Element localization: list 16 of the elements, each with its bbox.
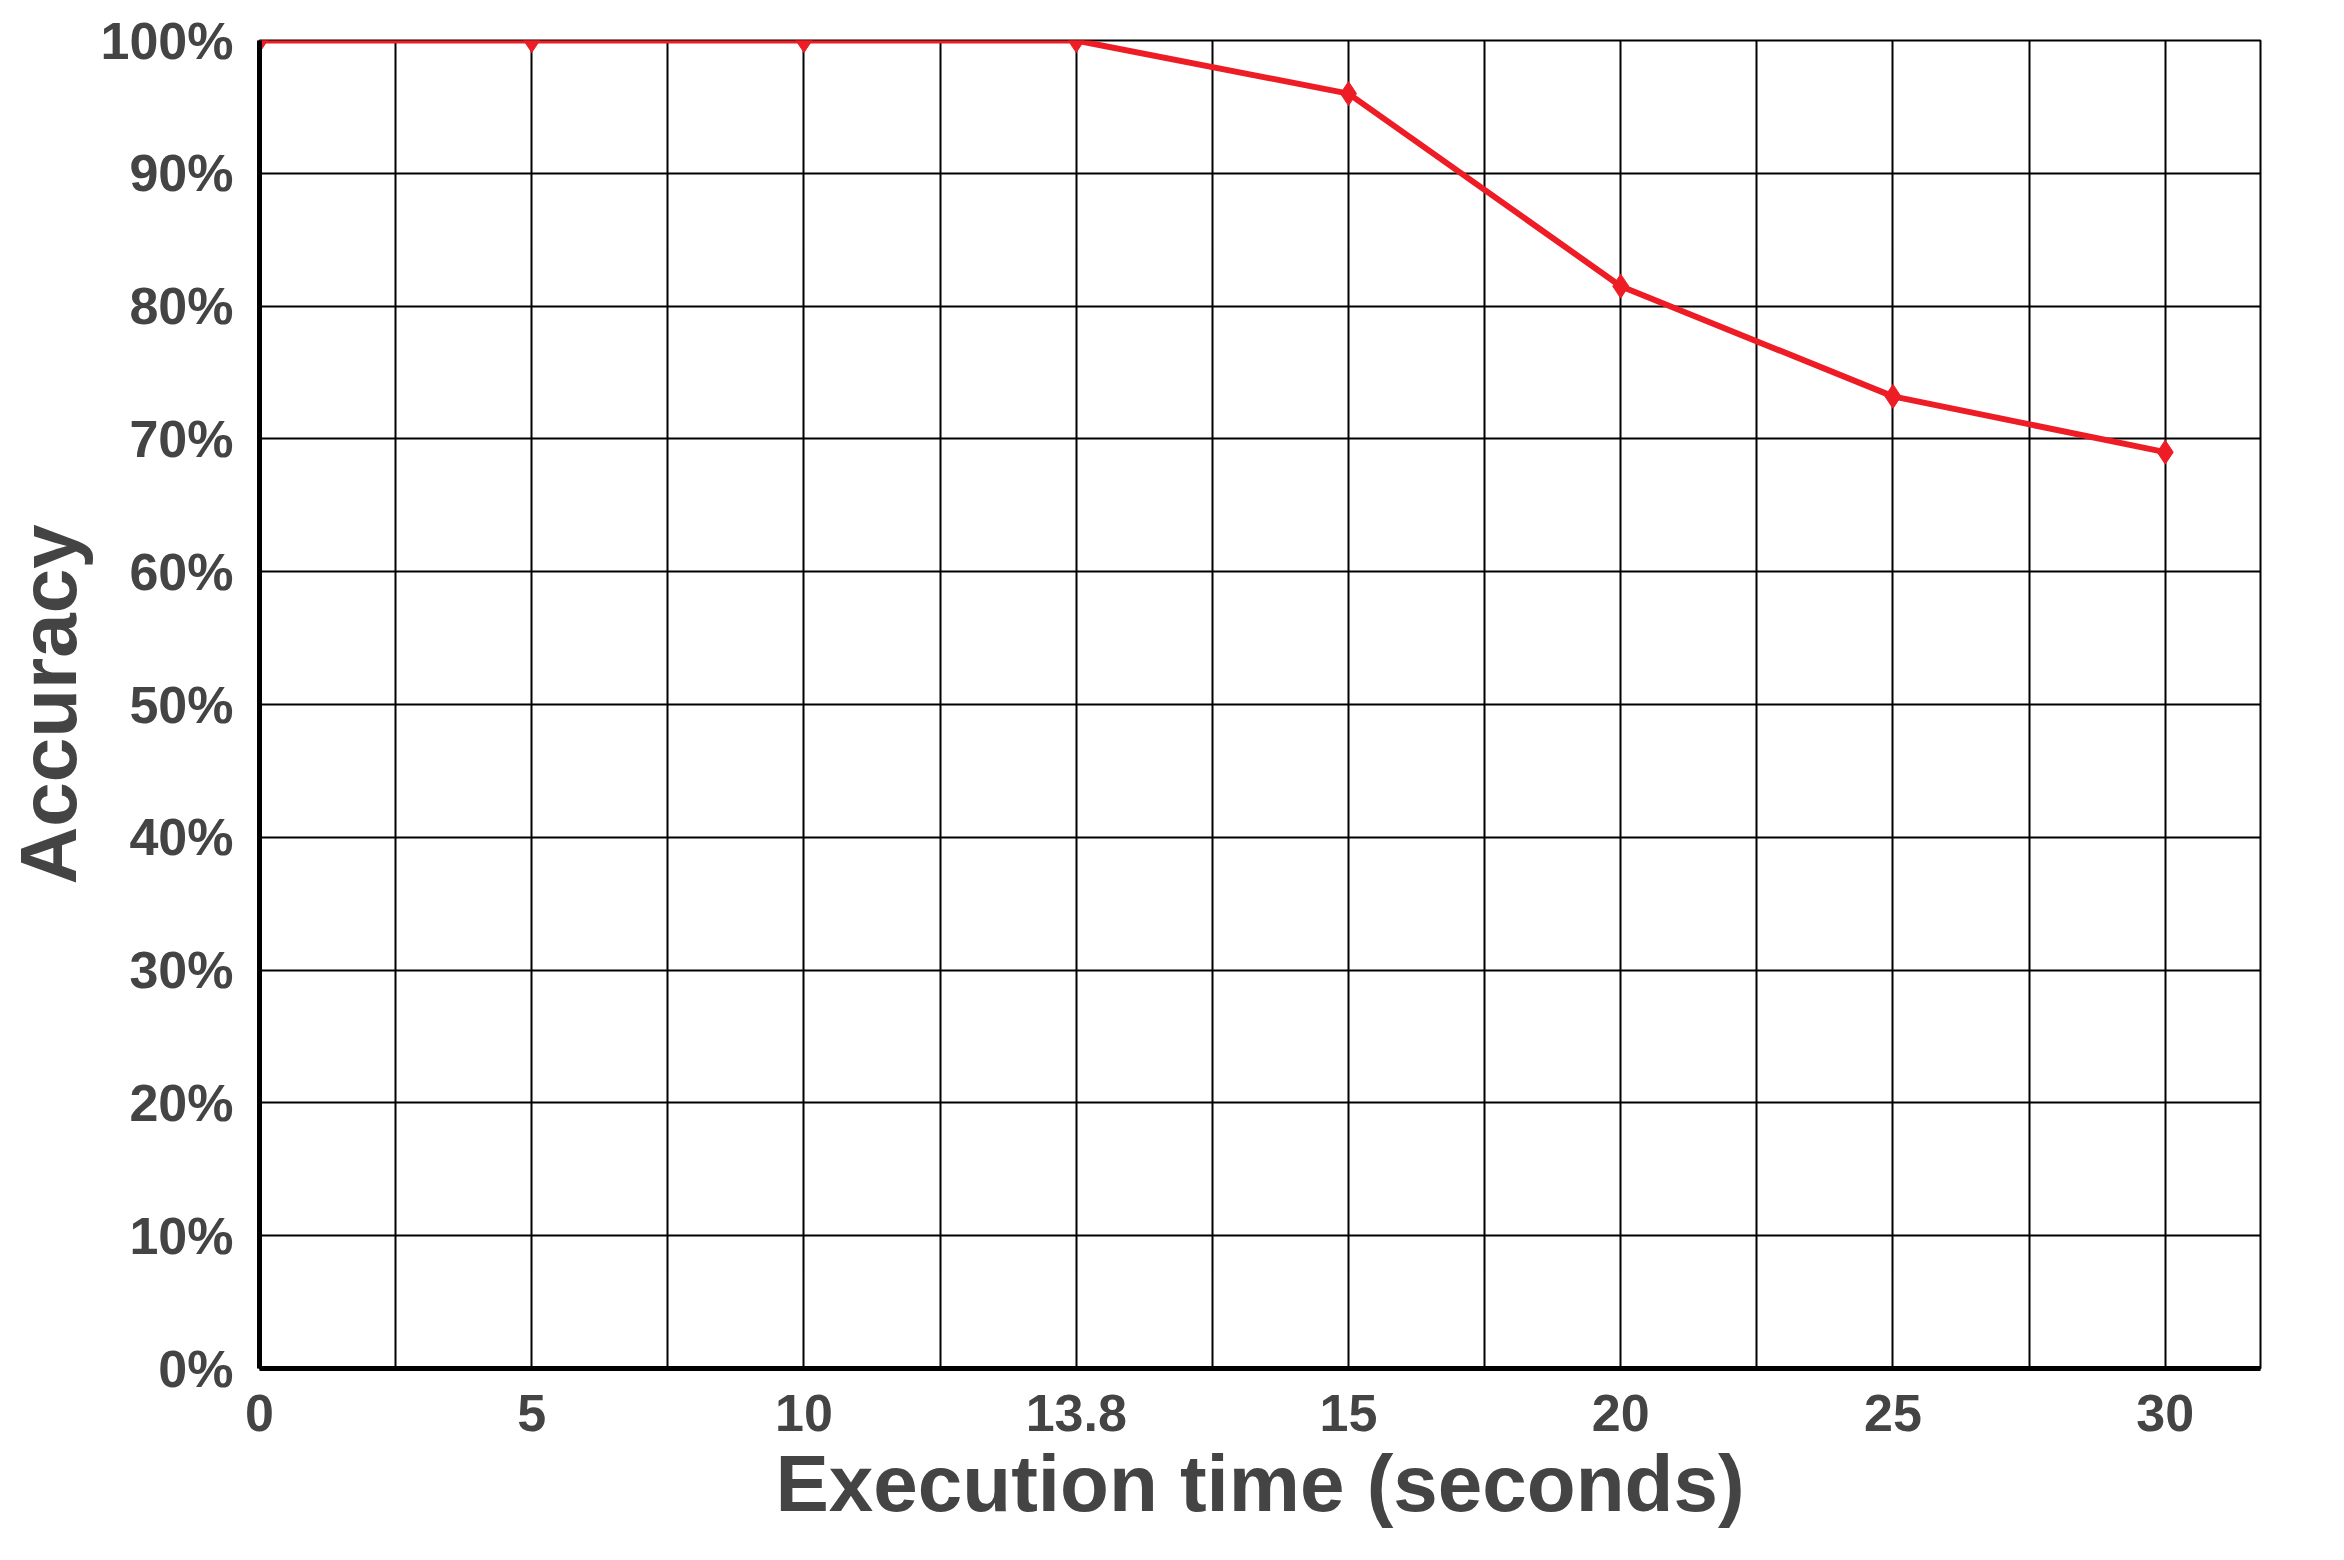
x-tick-label: 0 [245,1383,274,1442]
y-axis-title: Accuracy [3,523,93,885]
y-tick-label: 100% [100,11,234,70]
y-tick-label: 90% [129,144,234,203]
y-tick-label: 40% [129,808,234,867]
y-tick-label: 10% [129,1206,234,1265]
x-tick-label: 25 [1864,1383,1922,1442]
y-tick-label: 30% [129,941,234,1000]
y-tick-label: 60% [129,542,234,601]
x-tick-label: 30 [2136,1383,2195,1442]
y-tick-label: 70% [129,409,234,468]
y-tick-label: 20% [129,1073,234,1132]
x-tick-label: 5 [517,1383,547,1442]
y-tick-label: 80% [129,277,234,336]
y-tick-label: 0% [158,1339,234,1398]
y-tick-label: 50% [129,675,234,734]
